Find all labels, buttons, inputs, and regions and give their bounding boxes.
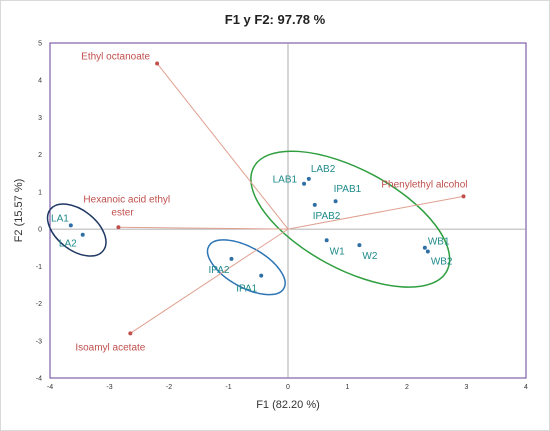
observation-label-ipab1: IPAB1 — [334, 184, 362, 195]
y-tick-labels: -4 -3 -2 -1 0 1 2 3 4 5 — [36, 41, 42, 383]
y-tick-label: -3 — [36, 338, 42, 345]
y-tick-label: 4 — [38, 78, 42, 85]
observation-point-wb2 — [425, 249, 430, 254]
vector-point-isoamyl-acetate — [128, 331, 133, 336]
observation-label-w2: W2 — [362, 251, 377, 262]
vector-label-ethyl-octanoate: Ethyl octanoate — [81, 51, 150, 62]
group-ellipse-3 — [250, 150, 451, 288]
observation-label-lab2: LAB2 — [311, 164, 336, 175]
observation-point-lab1 — [302, 181, 307, 186]
observation-point-w2 — [357, 243, 362, 248]
observation-label-ipa2: IPA2 — [209, 265, 230, 276]
observation-label-w1: W1 — [330, 246, 345, 257]
x-axis-title: F1 (82.20 %) — [256, 399, 320, 411]
vector-label-phenylethyl-alcohol: Phenylethyl alcohol — [381, 179, 467, 190]
x-tick-label: 4 — [524, 384, 528, 391]
observation-label-la1: LA1 — [51, 213, 69, 224]
observation-point-ipab1 — [333, 199, 338, 204]
vector-label-hexanoic-acid-ethyl-ester: Hexanoic acid ethyl ester — [83, 194, 170, 218]
y-tick-label: 1 — [38, 189, 42, 196]
y-tick-label: 3 — [38, 115, 42, 122]
y-tick-label: -2 — [36, 301, 42, 308]
vector-isoamyl-acetate — [130, 228, 289, 334]
x-tick-labels: -4 -3 -2 -1 0 1 2 3 4 — [47, 384, 528, 391]
y-axis-title: F2 (15.57 %) — [13, 179, 25, 243]
x-tick-label: 1 — [346, 384, 350, 391]
observation-label-wb2: WB2 — [431, 256, 453, 267]
x-tick-label: 0 — [286, 384, 290, 391]
observation-label-wb1: WB1 — [428, 237, 450, 248]
observation-point-wb1 — [422, 245, 427, 250]
observation-label-la2: LA2 — [59, 239, 77, 250]
observation-label-ipa1: IPA1 — [236, 284, 257, 295]
observation-point-ipab2 — [312, 202, 317, 207]
observation-point-ipa1 — [259, 273, 264, 278]
observation-points: LA1 LA2 IPA2 IPA1 LAB1 LAB2 IPAB2 IPAB1 W1 W2 WB1 W… — [51, 164, 453, 295]
vector-point-phenylethyl-alcohol — [461, 194, 466, 199]
x-tick-label: -1 — [225, 384, 231, 391]
vector-ethyl-octanoate — [156, 63, 289, 230]
observation-label-lab1: LAB1 — [273, 175, 298, 186]
observation-point-lab2 — [306, 176, 311, 181]
vector-phenylethyl-alcohol — [287, 195, 464, 230]
observation-point-la1 — [68, 223, 73, 228]
observation-label-ipab2: IPAB2 — [313, 211, 341, 222]
observation-point-la2 — [80, 232, 85, 237]
y-tick-label: -1 — [36, 264, 42, 271]
vector-hexanoic-acid-ethyl-ester — [118, 226, 289, 230]
y-tick-label: 2 — [38, 152, 42, 159]
vector-label-isoamyl-acetate: Isoamyl acetate — [75, 342, 145, 353]
x-tick-label: -4 — [47, 384, 53, 391]
x-tick-label: -2 — [166, 384, 172, 391]
y-tick-label: 5 — [38, 41, 42, 48]
x-tick-label: 2 — [405, 384, 409, 391]
y-tick-label: 0 — [38, 227, 42, 234]
vector-point-ethyl-octanoate — [155, 61, 160, 66]
observation-point-ipa2 — [229, 256, 234, 261]
group-ellipse-1 — [46, 203, 107, 257]
x-tick-label: 3 — [465, 384, 469, 391]
chart-title: F1 y F2: 97.78 % — [224, 12, 326, 27]
variable-vectors: Ethyl octanoate Phenylethyl alcohol Hexano… — [75, 51, 467, 353]
observation-point-w1 — [324, 238, 329, 243]
vector-point-hexanoic-acid-ethyl-ester — [116, 225, 121, 230]
x-tick-label: -3 — [106, 384, 112, 391]
y-tick-label: -4 — [36, 376, 42, 383]
